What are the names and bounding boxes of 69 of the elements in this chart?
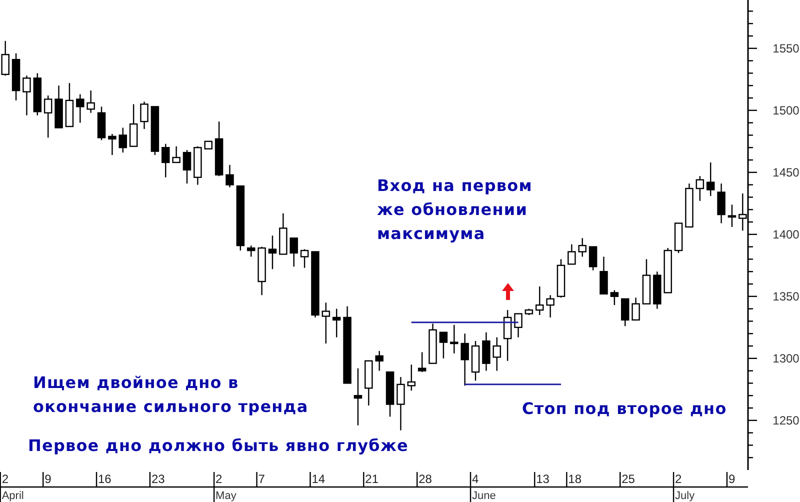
candlestick (600, 256, 608, 295)
y-tick-label: 1450 (772, 166, 800, 180)
x-tick-label: 25 (622, 472, 636, 486)
candlestick (460, 332, 469, 386)
x-tick-label: 4 June (472, 472, 496, 502)
candlestick (610, 290, 619, 306)
x-tick-label: 9 (44, 472, 52, 486)
candlestick (717, 182, 726, 224)
candlestick (86, 90, 95, 114)
annotation: Вход на первом же обновлении максимума (377, 176, 532, 243)
candlestick (182, 149, 192, 184)
candlestick (439, 332, 448, 359)
candlestick (140, 101, 148, 130)
candlestick (246, 244, 256, 258)
candlestick (492, 336, 502, 372)
candlestick (118, 127, 128, 154)
candlestick (514, 313, 522, 338)
y-tick-label: 1350 (772, 290, 800, 304)
candlestick (226, 164, 234, 188)
candlestick (696, 175, 704, 202)
x-tick-label: 16 (98, 472, 112, 486)
candlestick (568, 244, 576, 265)
candlestick (450, 324, 458, 354)
candlestick (407, 364, 416, 392)
candlestick (536, 286, 544, 316)
candlestick (290, 238, 298, 268)
x-tick-label: 2 April (2, 472, 24, 502)
candlestick (418, 352, 426, 373)
x-tick-label: 7 (258, 472, 266, 486)
candlestick (354, 368, 362, 426)
candlestick (728, 204, 736, 228)
candlestick (332, 308, 341, 338)
y-tick-label: 1550 (772, 42, 800, 56)
x-tick-label: 28 (418, 472, 432, 486)
x-tick-label: 2 May (216, 472, 237, 502)
x-tick-label: 2 July (675, 472, 696, 502)
candlestick (129, 104, 138, 147)
candlestick (172, 146, 180, 164)
candlestick (503, 309, 512, 362)
candlestick (588, 246, 598, 271)
candlestick (375, 350, 384, 372)
candlestick (632, 297, 640, 321)
candlestick (22, 75, 31, 116)
candlestick (268, 235, 277, 270)
x-tick-label: 14 (312, 472, 326, 486)
candlestick (44, 94, 52, 138)
candlestick (162, 143, 170, 178)
candlestick (396, 376, 405, 431)
annotation: Первое дно должно быть явно глубже (28, 436, 408, 455)
candlestick (76, 94, 84, 124)
candlestick (620, 298, 630, 327)
annotation: Стоп под второе дно (522, 399, 727, 418)
candlestick (706, 162, 715, 197)
x-tick-label: 9 (728, 472, 736, 486)
x-tick-label: 23 (151, 472, 166, 486)
x-tick-label: 13 (536, 472, 550, 486)
y-tick-label: 1250 (772, 414, 800, 428)
candlestick (578, 238, 586, 258)
candlestick (108, 133, 116, 156)
y-tick-label: 1500 (772, 104, 800, 118)
x-tick-label: 18 (568, 472, 582, 486)
y-tick-label: 1400 (772, 228, 800, 242)
x-tick-label: 21 (365, 472, 379, 486)
candlestick (300, 248, 309, 268)
annotation: Ищем двойное дно в окончание сильного тренда (33, 373, 308, 416)
candlestick (482, 332, 490, 372)
candlestick (322, 302, 330, 344)
y-tick-label: 1300 (772, 352, 800, 366)
candlestick (546, 294, 554, 318)
